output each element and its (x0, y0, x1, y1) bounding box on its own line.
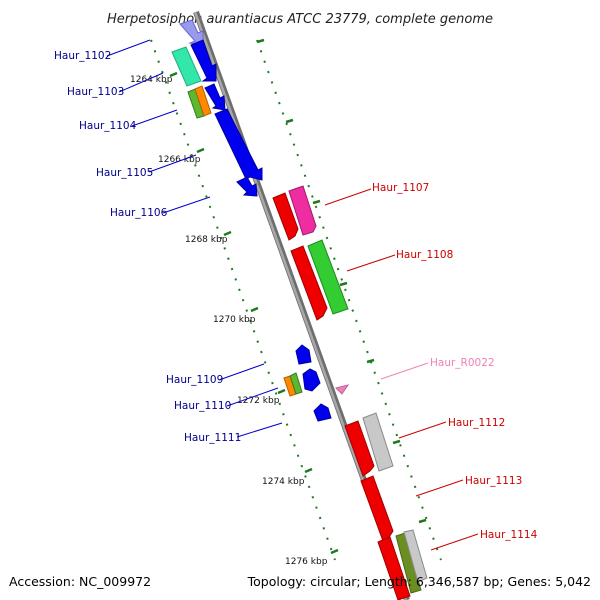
gene-arrow[interactable] (204, 83, 226, 111)
gene-features-left[interactable] (171, 19, 332, 422)
gene-arrow-haur-1102[interactable] (190, 39, 217, 82)
gene-arrow[interactable] (179, 19, 204, 46)
gene-arrow-haur-1108b[interactable] (307, 239, 349, 315)
gene-arrow-haur-1110b[interactable] (289, 372, 303, 395)
accession-text: Accession: NC_009972 (9, 574, 151, 589)
map-title: Herpetosiphon aurantiacus ATCC 23779, co… (107, 12, 493, 27)
gene-arrow-haur-1114b[interactable] (395, 532, 422, 594)
gene-label-haur-1106[interactable]: Haur_1106 (110, 207, 168, 219)
gene-arrow-haur-1106[interactable] (214, 108, 263, 181)
gene-label-haur-1112[interactable]: Haur_1112 (448, 417, 505, 429)
gene-label-haur-1107[interactable]: Haur_1107 (372, 182, 429, 194)
tick-label-1274: 1274 kbp (262, 477, 305, 487)
gene-arrow-haur-1107a[interactable] (272, 192, 299, 241)
gene-arrow-haur-r0022[interactable] (335, 384, 350, 395)
gene-arrow-haur-1104[interactable] (194, 85, 212, 117)
gene-label-haur-1113[interactable]: Haur_1113 (465, 475, 522, 487)
gene-arrow-haur-1114a[interactable] (377, 536, 411, 600)
tick-label-1266: 1266 kbp (158, 155, 201, 165)
gene-arrow-haur-1110c[interactable] (302, 368, 321, 392)
gene-arrow[interactable] (236, 176, 258, 197)
gene-label-haur-r0022[interactable]: Haur_R0022 (430, 357, 495, 369)
gene-label-haur-1111[interactable]: Haur_1111 (184, 432, 241, 444)
tick-label-1276: 1276 kbp (285, 557, 328, 567)
gene-arrow-haur-1114c[interactable] (403, 529, 428, 583)
tick-label-1268: 1268 kbp (185, 235, 228, 245)
topology-text: Topology: circular; Length: 6,346,587 bp… (247, 574, 591, 589)
gene-arrow-haur-1112b[interactable] (362, 412, 394, 472)
gene-features-right[interactable] (272, 185, 428, 600)
gene-arrow-haur-1107b[interactable] (288, 185, 317, 236)
gene-label-haur-1105[interactable]: Haur_1105 (96, 167, 153, 179)
gene-arrow-haur-1108a[interactable] (290, 245, 328, 321)
label-connectors-left (106, 39, 283, 438)
gene-label-haur-1114[interactable]: Haur_1114 (480, 529, 538, 541)
gene-label-haur-1102[interactable]: Haur_1102 (54, 50, 111, 62)
gene-label-haur-1104[interactable]: Haur_1104 (79, 120, 137, 132)
gene-label-haur-1109[interactable]: Haur_1109 (166, 374, 223, 386)
tick-label-1272: 1272 kbp (237, 396, 280, 406)
gene-arrow-haur-1113[interactable] (360, 475, 394, 542)
label-connectors-right (324, 188, 479, 551)
tick-track-right (256, 39, 442, 561)
tick-label-1264: 1264 kbp (130, 75, 173, 85)
gene-arrow-haur-1111[interactable] (313, 403, 332, 422)
gene-label-haur-1110[interactable]: Haur_1110 (174, 400, 231, 412)
major-ticks (169, 38, 427, 555)
gene-label-haur-1108[interactable]: Haur_1108 (396, 249, 453, 261)
gene-labels-right: Haur_1107 Haur_1108 Haur_R0022 Haur_1112… (372, 182, 538, 541)
gene-labels-left: Haur_1102 Haur_1103 Haur_1104 Haur_1105 … (54, 50, 241, 444)
tick-label-1270: 1270 kbp (213, 315, 256, 325)
gene-arrow-haur-1109[interactable] (295, 344, 312, 365)
tick-track-left (150, 39, 336, 561)
gene-arrow-haur-1103[interactable] (171, 46, 202, 87)
gene-arrow-haur-1112a[interactable] (344, 420, 375, 477)
gene-label-haur-1103[interactable]: Haur_1103 (67, 86, 124, 98)
